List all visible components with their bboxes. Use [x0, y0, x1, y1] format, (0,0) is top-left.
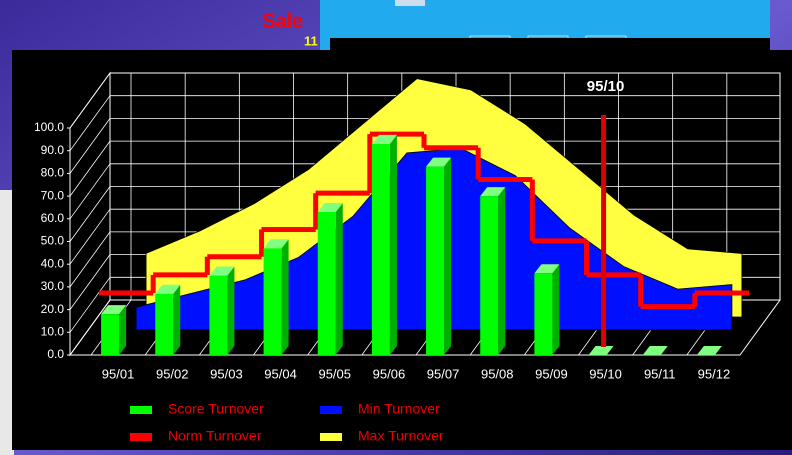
bar-top: [696, 346, 722, 355]
x-tick-label: 95/01: [102, 366, 135, 381]
bar: [155, 284, 181, 355]
y-tick-label: 80.0: [41, 166, 65, 180]
grid-line: [69, 95, 111, 151]
bar-top: [642, 346, 668, 355]
subtitle-fragment: 11: [304, 33, 318, 48]
grid-line: [69, 72, 111, 129]
grid-line: [69, 186, 111, 242]
bar: [588, 346, 614, 355]
y-tick-label: 30.0: [41, 279, 65, 293]
legend-swatch: [130, 406, 152, 414]
chart-panel-top: [330, 38, 770, 50]
bar-top: [263, 239, 289, 249]
x-tick-label: 95/08: [481, 366, 514, 381]
grid-line: [69, 208, 111, 265]
bar-front: [263, 248, 282, 355]
legend-swatch: [130, 433, 152, 441]
bar-top: [588, 346, 614, 355]
x-tick-label: 95/11: [644, 366, 676, 381]
bar: [101, 305, 127, 355]
bar: [480, 187, 506, 355]
y-tick-label: 50.0: [41, 234, 65, 248]
bar-front: [480, 196, 499, 355]
bar: [317, 202, 343, 355]
y-tick-label: 10.0: [41, 324, 65, 338]
side-panel: [0, 190, 14, 455]
bar: [426, 157, 452, 355]
y-tick-label: 40.0: [41, 256, 65, 270]
annotation: 95/10: [587, 78, 625, 95]
bar: [534, 264, 560, 355]
y-tick-label: 70.0: [41, 188, 65, 202]
bar-front: [426, 166, 445, 355]
bar-top: [155, 284, 181, 294]
x-tick-label: 95/03: [210, 366, 243, 381]
bar-side: [335, 202, 343, 355]
x-tick-label: 95/10: [589, 366, 622, 381]
bar: [209, 266, 235, 355]
bar-top: [534, 264, 560, 274]
y-tick-label: 100.0: [34, 120, 64, 134]
bar-front: [534, 273, 553, 355]
y-tick-label: 60.0: [41, 211, 65, 225]
y-tick-label: 20.0: [41, 302, 65, 316]
legend-label: Max Turnover: [358, 428, 444, 444]
bar: [642, 346, 668, 355]
bar-side: [281, 239, 289, 355]
legend-label: Norm Turnover: [168, 428, 262, 444]
legend-label: Score Turnover: [168, 401, 264, 417]
bar-top: [101, 305, 127, 315]
legend-label: Min Turnover: [358, 401, 440, 417]
grid-line: [69, 140, 111, 197]
x-tick-label: 95/05: [318, 366, 351, 381]
grid-line: [69, 163, 111, 220]
y-tick-label: 0.0: [47, 347, 64, 361]
grid-line: [69, 277, 111, 333]
bar-top: [371, 134, 397, 144]
legend-swatch: [320, 433, 342, 441]
x-tick-label: 95/02: [156, 366, 189, 381]
bar: [696, 346, 722, 355]
title-fragment: Sale: [262, 10, 303, 32]
legend-swatch: [320, 406, 342, 414]
bar-top: [480, 187, 506, 197]
x-tick-label: 95/12: [698, 366, 731, 381]
x-tick-label: 95/09: [535, 366, 568, 381]
x-tick-label: 95/04: [264, 366, 297, 381]
bar-side: [498, 187, 506, 355]
x-tick-label: 95/06: [373, 366, 406, 381]
y-tick-label: 90.0: [41, 143, 65, 157]
dialog-field: [395, 0, 425, 6]
bar: [371, 134, 397, 355]
grid-line: [69, 254, 111, 310]
bar-side: [119, 305, 127, 355]
bar-front: [209, 275, 228, 355]
grid-line: [69, 299, 111, 356]
grid-line: [69, 231, 111, 288]
bar-side: [552, 264, 560, 355]
bar-front: [317, 211, 336, 355]
bar-front: [101, 314, 120, 355]
bar-side: [227, 266, 235, 355]
bar-front: [371, 143, 390, 355]
bar-side: [173, 284, 181, 355]
bar-front: [155, 293, 174, 355]
bar-side: [444, 157, 452, 355]
bar-top: [426, 157, 452, 167]
grid-line: [69, 118, 111, 174]
bar-side: [389, 134, 397, 355]
plot: 0.0 10.0 20.0 30.0 40.0 50.0 60.0 70.0 80.0 90.0 1…: [34, 71, 781, 444]
x-tick-label: 95/07: [427, 366, 460, 381]
bar: [263, 239, 289, 355]
bar-top: [317, 202, 343, 212]
bar-top: [209, 266, 235, 276]
